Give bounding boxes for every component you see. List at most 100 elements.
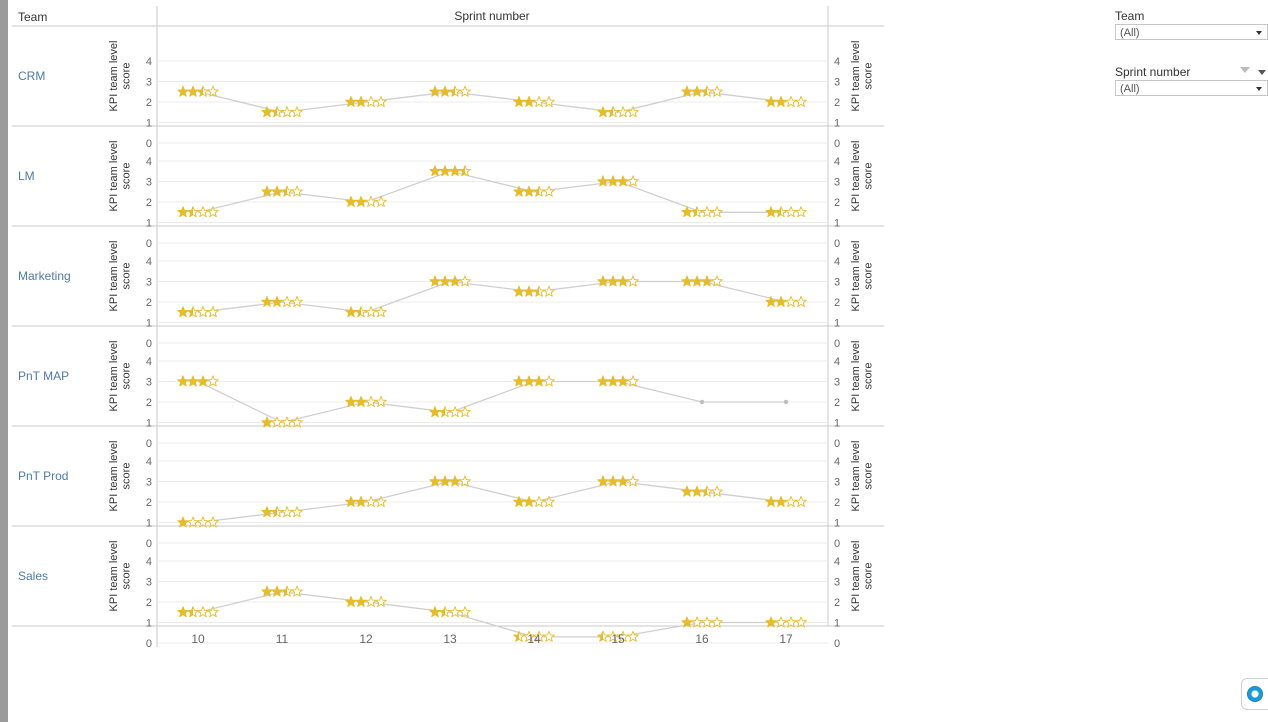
y-axis-title-left: KPI team levelscore — [108, 441, 133, 512]
star-icon — [197, 606, 209, 618]
star-icon — [429, 475, 441, 487]
star-icon — [291, 416, 303, 428]
star-rating — [177, 306, 219, 318]
star-icon — [617, 275, 629, 287]
star-icon — [375, 306, 387, 318]
star-icon — [795, 206, 807, 218]
y-axis-title-left: KPI team levelscore — [108, 241, 133, 312]
star-icon — [375, 495, 387, 507]
star-icon — [197, 306, 209, 318]
team-label[interactable]: PnT MAP — [18, 369, 69, 383]
half-star-icon — [271, 506, 277, 517]
star-rating — [345, 306, 387, 318]
star-rating — [261, 106, 303, 118]
star-icon — [449, 606, 461, 618]
star-icon — [523, 375, 535, 387]
y-tick-label-right: 3 — [834, 377, 840, 389]
assistant-button[interactable] — [1241, 678, 1268, 710]
star-icon — [439, 275, 451, 287]
star-icon — [355, 595, 367, 607]
star-icon — [607, 375, 619, 387]
y-tick-label-right: 2 — [834, 197, 840, 209]
star-icon — [765, 295, 777, 307]
star-icon — [775, 295, 787, 307]
star-icon — [291, 106, 303, 118]
y-tick-label-left: 4 — [146, 556, 152, 568]
y-tick-label-left: 3 — [146, 477, 152, 489]
star-icon — [271, 416, 283, 428]
star-icon — [607, 475, 619, 487]
star-icon — [711, 85, 723, 97]
star-rating — [345, 595, 387, 607]
sprint-filter-dropdown[interactable]: (All) — [1115, 80, 1268, 96]
star-icon — [439, 165, 451, 177]
star-rating — [681, 85, 723, 97]
star-icon — [291, 295, 303, 307]
star-rating — [261, 295, 303, 307]
star-rating — [765, 295, 807, 307]
star-icon — [429, 85, 441, 97]
star-icon — [197, 206, 209, 218]
star-icon — [711, 485, 723, 497]
y-tick-label-left: 3 — [146, 77, 152, 89]
y-tick-label-right: 1 — [834, 518, 840, 530]
star-icon — [533, 375, 545, 387]
team-filter-dropdown[interactable]: (All) — [1115, 24, 1268, 40]
star-rating — [177, 375, 219, 387]
y-tick-label-right: 2 — [834, 497, 840, 509]
y-tick-label-right: 1 — [834, 218, 840, 230]
pane-pnt-map: 0 0 1 1 2 2 3 3 4 4 PnT MAP KPI team levelscore KPI … — [12, 341, 884, 450]
team-column-header: Team — [18, 10, 47, 24]
star-icon — [177, 606, 189, 618]
team-label[interactable]: Sales — [18, 569, 48, 583]
star-icon — [271, 185, 283, 197]
half-star-icon — [701, 486, 707, 497]
y-tick-label-left: 1 — [146, 218, 152, 230]
team-label[interactable]: LM — [18, 169, 35, 183]
y-tick-label-left: 2 — [146, 197, 152, 209]
star-icon — [207, 606, 219, 618]
star-rating — [513, 185, 555, 197]
y-axis-title-left: KPI team levelscore — [108, 541, 133, 612]
star-icon — [291, 585, 303, 597]
star-icon — [617, 175, 629, 187]
star-icon — [207, 306, 219, 318]
star-icon — [775, 616, 787, 628]
star-icon — [365, 595, 377, 607]
star-icon — [449, 275, 461, 287]
star-icon — [785, 206, 797, 218]
star-icon — [449, 165, 461, 177]
star-icon — [345, 306, 357, 318]
star-icon — [207, 516, 219, 528]
assistant-icon — [1247, 686, 1263, 702]
star-icon — [627, 275, 639, 287]
half-star-icon — [775, 206, 781, 217]
star-rating — [513, 95, 555, 107]
star-rating — [597, 106, 639, 118]
team-label[interactable]: PnT Prod — [18, 469, 68, 483]
star-rating — [681, 275, 723, 287]
team-label[interactable]: Marketing — [18, 269, 71, 283]
half-star-icon — [513, 631, 519, 642]
star-icon — [439, 85, 451, 97]
y-tick-label-right: 4 — [834, 156, 840, 168]
y-tick-label-right: 3 — [834, 77, 840, 89]
star-icon — [785, 295, 797, 307]
x-tick-label: 16 — [695, 632, 709, 646]
sprint-filter-title: Sprint number — [1115, 64, 1268, 80]
star-rating — [597, 175, 639, 187]
filter-menu-icon[interactable] — [1258, 70, 1266, 75]
star-rating — [177, 85, 219, 97]
star-icon — [765, 95, 777, 107]
star-icon — [365, 195, 377, 207]
star-rating — [597, 375, 639, 387]
star-icon — [627, 475, 639, 487]
y-tick-label-right: 2 — [834, 397, 840, 409]
star-rating — [261, 185, 303, 197]
funnel-icon[interactable] — [1240, 67, 1250, 73]
y-tick-label-right: 1 — [834, 618, 840, 630]
series-line — [197, 280, 787, 313]
star-icon — [543, 95, 555, 107]
y-tick-label-left: 0 — [146, 538, 152, 550]
team-label[interactable]: CRM — [18, 69, 45, 83]
